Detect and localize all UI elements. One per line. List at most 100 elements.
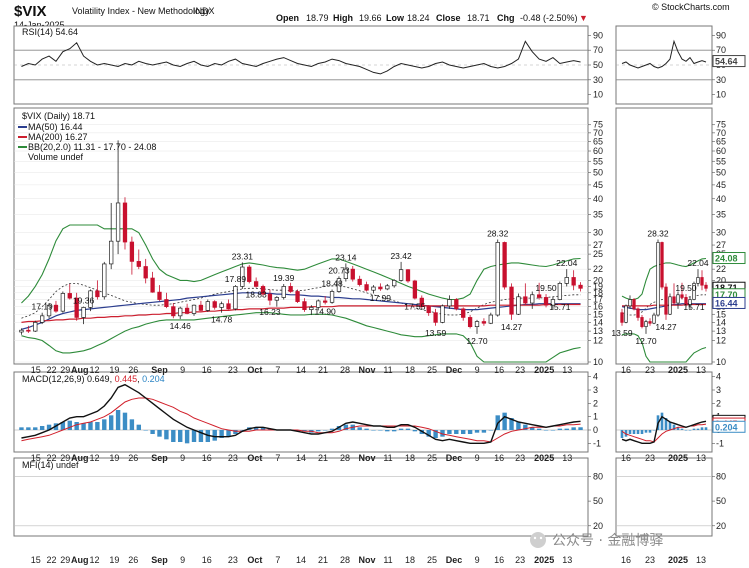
zoom-macd-hist-bar	[652, 430, 656, 431]
candle-body	[467, 317, 473, 328]
zoom-candle-body	[620, 312, 624, 323]
x-tick-mid-label: 15	[31, 453, 41, 463]
candle-body	[19, 329, 24, 333]
bb-mid-last-value-text: 17.70	[715, 290, 738, 300]
x-tick-mid-label: 23	[515, 453, 525, 463]
macd-hist-bar	[19, 427, 24, 430]
price-y-tick-label: 65	[716, 137, 726, 147]
zoom-candle-body	[632, 299, 636, 310]
candle-body	[164, 299, 169, 308]
candle-body	[536, 294, 542, 298]
candle-body	[488, 314, 493, 324]
macd-hist-bar	[364, 428, 369, 430]
price-annotation: 14.78	[211, 315, 233, 325]
macd-hist-bar	[343, 424, 349, 430]
price-y-tick-label: 14	[716, 317, 726, 327]
zoom-candle-body	[624, 305, 628, 323]
macd-y-tick-label: 2	[716, 398, 721, 408]
macd-hist-bar	[378, 430, 383, 431]
zoom-candle-body	[680, 294, 684, 298]
macd-hist-bar	[530, 427, 535, 430]
macd-sep-1: ,	[110, 374, 115, 384]
macd-hist-bar	[550, 430, 556, 431]
price-y-tick-label: 18	[593, 288, 603, 298]
price-y-tick-label: 20	[593, 275, 603, 285]
price-annotation: 19.39	[273, 273, 295, 283]
candle-body	[523, 296, 528, 304]
chg-label: Chg	[497, 13, 515, 23]
candle-body	[136, 261, 141, 267]
ma200-legend-swatch	[18, 136, 27, 138]
x-tick-mid-label: 9	[180, 453, 185, 463]
close-value: 18.71	[467, 13, 490, 23]
price-y-tick-label: 17	[593, 295, 603, 305]
macd-y-tick-label: 0	[593, 425, 598, 435]
price-y-tick-label: 35	[593, 210, 603, 220]
x-tick-mid-label: 13	[562, 453, 572, 463]
x-tick-upper-label: 2025	[534, 365, 554, 375]
macd-hist-bar	[102, 419, 107, 430]
macd-label: MACD(12,26,9) 0.649, 0.445, 0.204	[22, 374, 165, 384]
macd-hist-bar	[184, 430, 190, 444]
macd-hist-bar	[391, 430, 397, 432]
macd-hist-bar	[509, 418, 514, 430]
zoom-x-tick-mid-label: 13	[696, 453, 706, 463]
zoom-candle-body	[640, 317, 644, 328]
macd-y-tick-label: 2	[593, 398, 598, 408]
macd-sep-2: ,	[137, 374, 142, 384]
zoom-macd-hist-bar	[644, 430, 648, 433]
macd-hist-bar	[412, 430, 418, 432]
candle-body	[40, 315, 45, 323]
x-tick-lower-label: 23	[228, 555, 238, 565]
zoom-macd-hist-bar	[620, 430, 624, 438]
candle-body	[543, 297, 549, 306]
x-tick-upper-label: 16	[494, 365, 504, 375]
x-tick-mid-label: 7	[275, 453, 280, 463]
x-tick-lower-label: 7	[275, 555, 280, 565]
macd-hist-bar	[67, 420, 72, 430]
candle-body	[530, 294, 535, 304]
price-annotation: 17.19	[32, 302, 54, 312]
x-tick-upper-label: 29	[60, 365, 70, 375]
macd-hist-bar	[385, 430, 390, 432]
x-tick-upper-label: Sep	[151, 365, 168, 375]
zoom-candle-body	[684, 297, 688, 306]
macd-hist-bar	[488, 430, 494, 431]
x-tick-mid-label: 14	[296, 453, 306, 463]
symbol-title: $VIX	[14, 3, 47, 20]
candle-body	[454, 299, 459, 310]
chg-down-icon: ▼	[579, 13, 588, 23]
price-y-tick-label: 15	[716, 309, 726, 319]
price-y-tick-label: 25	[593, 249, 603, 259]
bb-legend: BB(20,2.0) 11.31 - 17.70 - 24.08	[28, 142, 156, 152]
hist-last-value-text: 0.204	[715, 422, 738, 432]
x-tick-mid-label: 29	[60, 453, 70, 463]
zoom-macd-hist-bar	[664, 418, 668, 430]
candle-body	[212, 301, 217, 308]
zoom-price-annotation: 28.32	[647, 229, 669, 239]
zoom-candle-body	[696, 277, 700, 284]
x-tick-upper-label: 13	[562, 365, 572, 375]
macd-hist-bar	[74, 422, 79, 430]
price-y-tick-label: 75	[593, 120, 603, 130]
macd-hist-bar	[115, 410, 121, 430]
copyright-label: © StockCharts.com	[652, 2, 730, 12]
ma50-legend-swatch	[18, 126, 27, 128]
candle-body	[461, 308, 466, 318]
candle-body	[578, 284, 583, 289]
wechat-eye-left-icon	[533, 536, 537, 540]
macd-hist-bar	[60, 422, 66, 430]
candle-body	[205, 301, 210, 311]
x-tick-upper-label: Nov	[358, 365, 375, 375]
candle-body	[295, 291, 300, 302]
candle-body	[288, 286, 293, 292]
candle-body	[557, 283, 562, 300]
rsi-y-tick-label: 70	[716, 45, 726, 55]
macd-hist-bar	[571, 427, 576, 430]
zoom-macd-hist-bar	[660, 412, 664, 430]
macd-hist-bar	[433, 430, 438, 438]
candle-body	[95, 290, 100, 298]
macd-value: 0.649	[87, 374, 110, 384]
x-tick-lower-label: 9	[475, 555, 480, 565]
